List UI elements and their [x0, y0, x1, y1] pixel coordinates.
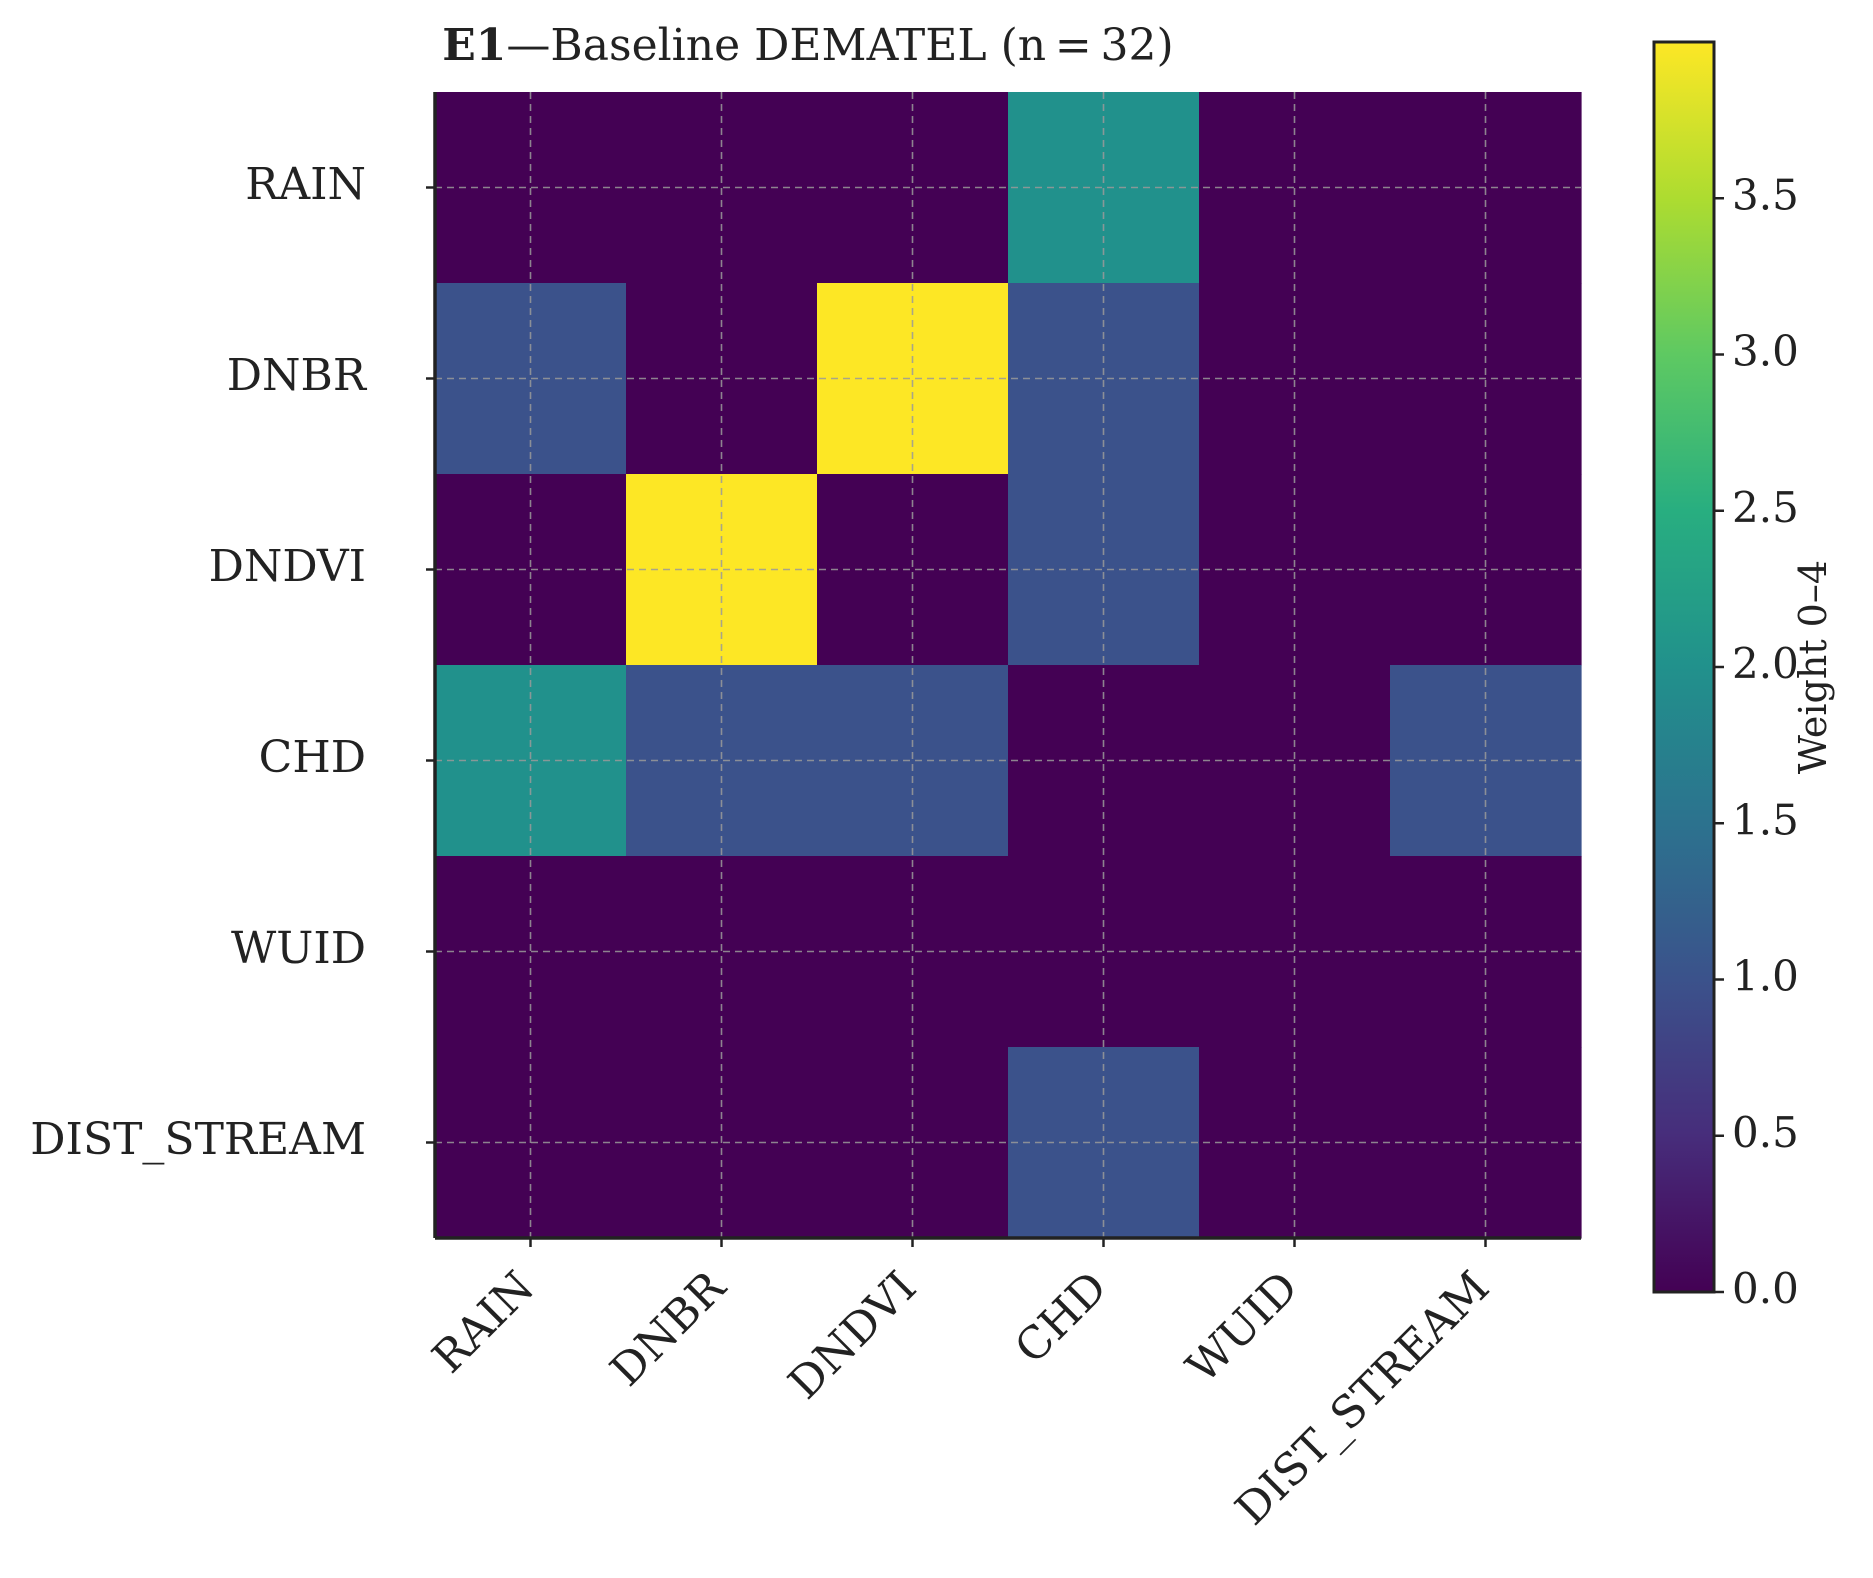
colorbar-ticks: 0.0 0.5 1.0 1.5 2.0 2.5 3.0 3.5 [1714, 170, 1799, 1313]
colorbar: 0.0 0.5 1.0 1.5 2.0 2.5 3.0 3.5 Weight 0–4 [1652, 40, 1835, 1313]
x-tick-label: RAIN [423, 1262, 544, 1383]
colorbar-tick-label: 3.5 [1732, 170, 1799, 219]
colorbar-tick-label: 3.0 [1732, 327, 1799, 376]
y-tick-label: CHD [259, 732, 366, 783]
y-tick-label: DNDVI [209, 541, 366, 592]
y-tick-label: DIST_STREAM [30, 1114, 366, 1165]
chart-title: E1—Baseline DEMATEL (n = 32) [442, 20, 1173, 71]
colorbar-tick-label: 2.5 [1732, 483, 1799, 532]
colorbar-tick-label: 0.0 [1732, 1264, 1799, 1313]
colorbar-gradient [1652, 40, 1716, 1294]
colorbar-tick-label: 2.0 [1732, 639, 1799, 688]
colorbar-label: Weight 0–4 [1791, 560, 1835, 774]
colorbar-tick-label: 0.5 [1732, 1108, 1799, 1157]
x-tick-label: WUID [1177, 1262, 1308, 1393]
y-tick-labels: RAIN DNBR DNDVI CHD WUID DIST_STREAM [30, 159, 368, 1165]
x-tick-label: DNDVI [779, 1262, 926, 1409]
x-tick-label: DNBR [601, 1260, 737, 1396]
gridlines [435, 92, 1581, 1238]
y-tick-label: DNBR [227, 350, 368, 401]
colorbar-tick-label: 1.5 [1732, 795, 1799, 844]
chart-title-bold: E1 [442, 20, 506, 71]
x-tick-label: CHD [1005, 1262, 1117, 1374]
colorbar-tick-label: 1.0 [1732, 952, 1799, 1001]
chart-title-rest: —Baseline DEMATEL (n = 32) [506, 20, 1173, 71]
heatmap-cells [435, 92, 1582, 1239]
y-tick-label: WUID [231, 923, 366, 974]
axes [426, 92, 1581, 1247]
y-tick-label: RAIN [245, 159, 366, 210]
